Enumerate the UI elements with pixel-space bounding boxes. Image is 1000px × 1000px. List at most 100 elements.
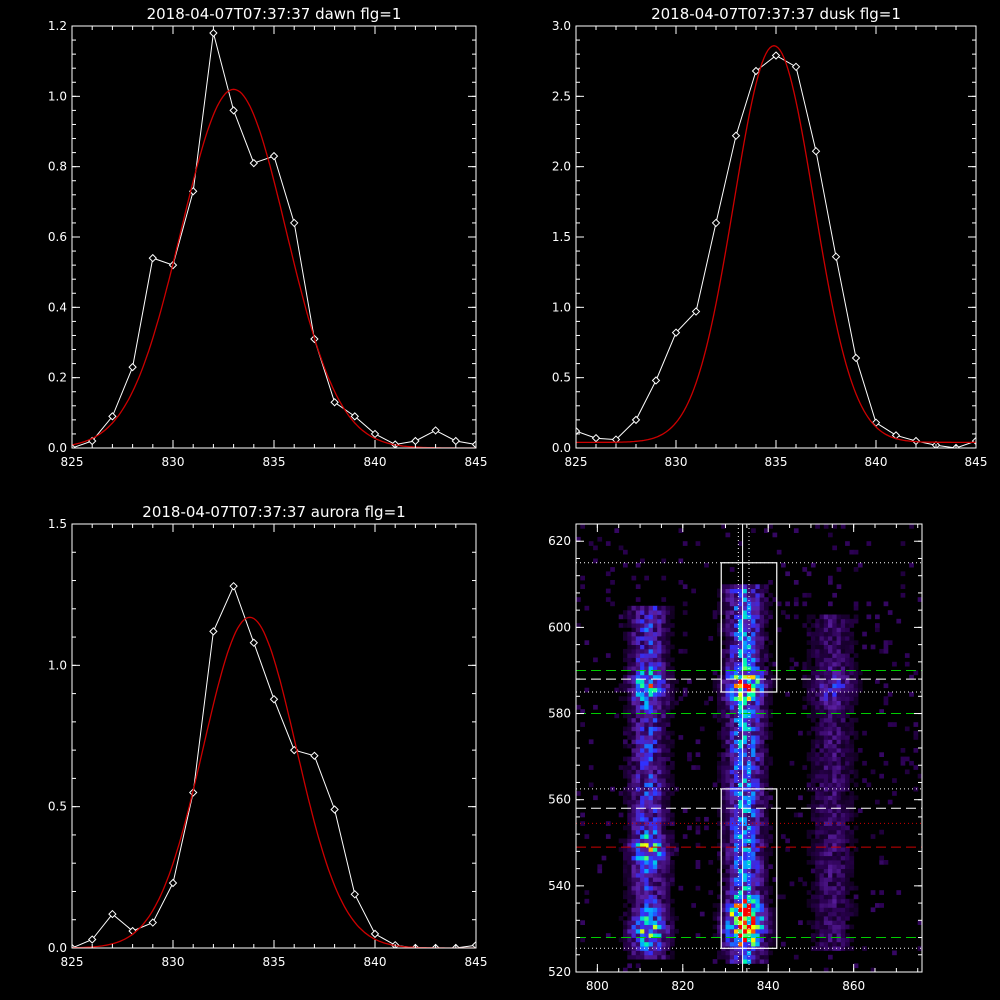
heatmap-cell (768, 700, 773, 706)
heatmap-cell (670, 920, 675, 925)
heatmap-cell (755, 657, 761, 663)
heatmap-cell (657, 864, 662, 869)
heatmap-cell (828, 735, 833, 740)
heatmap-cell (665, 756, 671, 762)
heatmap-cell (644, 829, 649, 835)
heatmap-cell (738, 726, 743, 732)
heatmap-cell (819, 804, 825, 809)
heatmap-cell (644, 605, 649, 611)
heatmap-cell (623, 674, 628, 680)
heatmap-cell (840, 946, 846, 951)
heatmap-cell (712, 683, 718, 689)
heatmap-cell (644, 920, 649, 925)
heatmap-cell (635, 791, 641, 796)
heatmap-cell (815, 877, 820, 882)
heatmap-cell (751, 644, 756, 650)
heatmap-cell (832, 946, 837, 951)
heatmap-cell (810, 868, 816, 874)
heatmap-cell (823, 627, 829, 633)
heatmap-cell (836, 812, 842, 818)
heatmap-cell (751, 614, 756, 620)
heatmap-cell (734, 816, 739, 822)
heatmap-cell (823, 683, 829, 689)
heatmap-cell (652, 730, 658, 736)
heatmap-cell (904, 756, 910, 762)
heatmap-cell (631, 903, 637, 908)
heatmap-cell (913, 722, 919, 727)
heatmap-cell (661, 786, 667, 792)
heatmap-cell (751, 834, 756, 839)
heatmap-cell (913, 765, 919, 770)
heatmap-cell (819, 868, 825, 874)
heatmap-cell (721, 941, 726, 947)
heatmap-cell (657, 722, 662, 727)
heatmap-cell (721, 924, 726, 930)
heatmap-cell (819, 920, 825, 925)
heatmap-cell (640, 851, 645, 857)
heatmap-cell (665, 842, 671, 848)
heatmap-cell (764, 898, 769, 904)
heatmap-cell (742, 860, 748, 865)
heatmap-cell (648, 709, 654, 714)
heatmap-cell (640, 661, 645, 667)
heatmap-cell (657, 735, 662, 740)
heatmap-cell (657, 631, 662, 637)
heatmap-cell (635, 726, 641, 732)
heatmap-cell (640, 722, 645, 727)
heatmap-cell (631, 674, 637, 680)
heatmap-cell (665, 804, 671, 809)
heatmap-cell (849, 778, 855, 783)
heatmap-cell (661, 868, 667, 874)
heatmap-cell (751, 933, 756, 938)
heatmap-cell (810, 666, 816, 671)
heatmap-cell (635, 657, 641, 663)
heatmap-cell (704, 562, 709, 568)
heatmap-cell (823, 666, 829, 671)
heatmap-cell (746, 674, 752, 680)
heatmap-cell (768, 834, 773, 839)
heatmap-cell (823, 795, 829, 801)
heatmap-cell (742, 739, 748, 745)
heatmap-cell (810, 752, 816, 757)
heatmap-cell (635, 683, 641, 689)
heatmap-cell (815, 933, 820, 938)
heatmap-cell (768, 679, 773, 684)
heatmap-cell (708, 636, 714, 641)
heatmap-cell (751, 730, 756, 736)
heatmap-cell (657, 916, 662, 921)
heatmap-cell (751, 713, 756, 719)
heatmap-cell (661, 778, 667, 783)
heatmap-cell (644, 692, 649, 697)
heatmap-cell (823, 916, 829, 921)
heatmap-cell (644, 614, 649, 620)
heatmap-cell (717, 696, 722, 701)
heatmap-cell (742, 666, 748, 671)
heatmap-cell (751, 941, 756, 947)
heatmap-cell (738, 816, 743, 822)
heatmap-cell (883, 640, 889, 645)
heatmap-cell (828, 855, 833, 861)
heatmap-cell (627, 795, 632, 801)
heatmap-cell (695, 829, 701, 835)
heatmap-cell (823, 726, 829, 732)
heatmap-cell (828, 778, 833, 783)
heatmap-cell (781, 941, 786, 947)
heatmap-cell (764, 911, 769, 917)
heatmap-cell (772, 679, 778, 684)
heatmap-cell (635, 704, 641, 710)
heatmap-cell (759, 842, 765, 848)
heatmap-cell (840, 920, 846, 925)
heatmap-cell (823, 928, 829, 934)
heatmap-cell (823, 623, 829, 628)
heatmap-cell (887, 692, 893, 697)
heatmap-cell (815, 898, 820, 904)
heatmap-cell (652, 903, 658, 908)
heatmap-cell (828, 722, 833, 727)
heatmap-cell (764, 687, 769, 693)
heatmap-cell (652, 722, 658, 727)
heatmap-cell (798, 812, 803, 818)
heatmap-cell (819, 864, 825, 869)
heatmap-cell (721, 722, 726, 727)
heatmap-cell (627, 692, 632, 697)
heatmap-cell (810, 855, 816, 861)
